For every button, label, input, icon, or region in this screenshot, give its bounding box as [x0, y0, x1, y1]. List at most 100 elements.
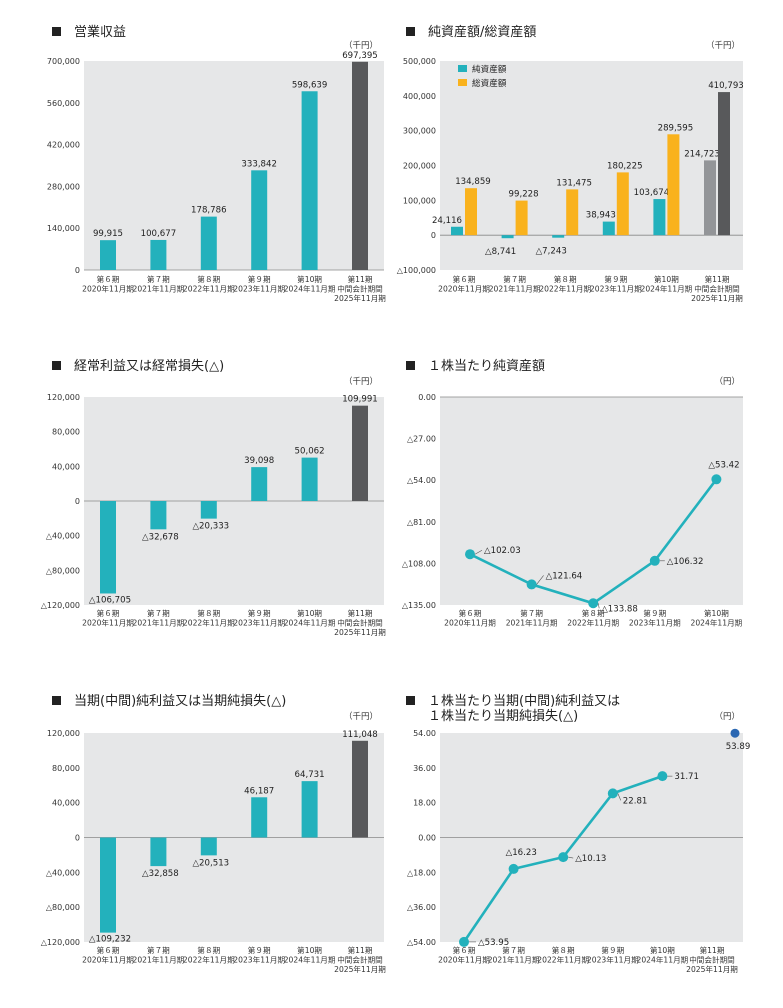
x-tick-label: 2022年11月期: [183, 618, 235, 628]
data-point: [508, 863, 519, 874]
data-label: 50,062: [295, 447, 325, 457]
y-tick-label: △18.00: [407, 868, 436, 877]
x-tick-label: 2025年11月期: [334, 964, 386, 974]
x-tick-label: 第11期: [348, 274, 373, 284]
bar: [251, 170, 268, 270]
data-label: △53.42: [708, 460, 739, 470]
x-tick-label: 2024年11月期: [284, 618, 336, 628]
x-tick-label: 第10期: [654, 274, 679, 284]
bar: [200, 216, 217, 270]
data-label: 131,475: [556, 178, 592, 188]
data-label: 103,674: [634, 188, 670, 198]
bar: [352, 740, 368, 838]
y-tick-label: 80,000: [52, 428, 80, 437]
data-label: 38,943: [586, 211, 616, 221]
bar: [352, 405, 368, 501]
legend-label: 総資産額: [472, 77, 507, 89]
data-label: 39,098: [244, 456, 274, 466]
x-tick-label: 第10期: [297, 945, 322, 955]
title-square-icon: [52, 361, 61, 370]
chart-assets: 純資産額/総資産額 （千円） △100,000 0 100,000 200,000 300,…: [397, 24, 744, 303]
x-tick-label: 2025年11月期: [334, 293, 386, 303]
x-tick-label: 中間会計期間: [337, 955, 383, 965]
bar: [251, 797, 268, 838]
data-label: △7,243: [536, 247, 567, 257]
bar: [566, 189, 579, 236]
data-label: △102.03: [484, 546, 521, 556]
x-tick-label: 第10期: [297, 608, 322, 618]
data-label: 22.81: [623, 796, 648, 806]
interim-label: 53.89: [726, 742, 751, 752]
y-tick-label: 120,000: [47, 729, 80, 738]
unit-label: （円）: [714, 376, 740, 387]
chart-title: 当期(中間)純利益又は当期純損失(△): [74, 694, 286, 709]
x-tick-label: 第11期: [348, 945, 373, 955]
unit-label: （円）: [714, 711, 740, 722]
y-tick-label: △54.00: [407, 476, 436, 485]
chart-bps: １株当たり純資産額 （円） △135.00 △108.00 △81.00 △54.00 △2…: [402, 358, 743, 628]
data-label: 46,187: [244, 786, 274, 796]
bar: [501, 235, 514, 239]
x-tick-label: 第７期: [503, 274, 526, 284]
x-tick-label: 2021年11月期: [506, 618, 558, 628]
data-point: [649, 555, 660, 566]
x-tick-label: 第８期: [582, 608, 605, 618]
unit-label: （千円）: [344, 40, 378, 51]
data-point: [607, 788, 618, 799]
x-tick-label: 2020年11月期: [82, 955, 134, 965]
data-label: △32,678: [142, 532, 179, 542]
bar: [100, 501, 116, 594]
leader-line: [536, 575, 544, 585]
bar: [100, 240, 116, 270]
x-tick-label: 第８期: [197, 608, 220, 618]
bar: [718, 92, 730, 236]
legend-swatch: [458, 65, 467, 72]
x-tick-label: 2022年11月期: [183, 955, 235, 965]
x-tick-label: 第９期: [248, 274, 271, 284]
unit-label: （千円）: [344, 376, 378, 387]
x-tick-label: 2020年11月期: [82, 618, 134, 628]
x-tick-label: 2024年11月期: [641, 284, 693, 294]
legend-swatch: [458, 79, 467, 86]
x-tick-label: 2024年11月期: [284, 284, 336, 294]
data-label: △10.13: [575, 854, 606, 864]
data-point: [465, 549, 475, 560]
title-square-icon: [52, 27, 61, 36]
x-tick-label: 中間会計期間: [689, 955, 735, 965]
y-tick-label: 0: [75, 834, 80, 843]
plot-area: [84, 61, 384, 270]
data-label: △32,858: [142, 869, 179, 879]
y-tick-label: △80,000: [46, 566, 80, 575]
x-tick-label: 2023年11月期: [587, 955, 639, 965]
y-tick-label: △27.00: [407, 435, 436, 444]
y-tick-label: △81.00: [407, 518, 436, 527]
x-tick-label: 第10期: [704, 608, 729, 618]
bar: [465, 188, 477, 236]
x-tick-label: 第６期: [97, 274, 120, 284]
x-tick-label: 2022年11月期: [539, 284, 591, 294]
legend-label: 純資産額: [472, 63, 507, 75]
x-tick-label: 第８期: [197, 274, 220, 284]
x-tick-label: 第６期: [97, 608, 120, 618]
data-point: [459, 936, 469, 947]
bar: [515, 200, 528, 236]
data-label: △53.95: [478, 938, 509, 948]
bar: [602, 221, 615, 236]
data-label: △106.32: [667, 557, 704, 567]
x-tick-label: 中間会計期間: [694, 284, 740, 294]
data-label: △20,333: [192, 522, 229, 532]
x-tick-label: 2025年11月期: [686, 964, 738, 974]
chart-netincome: 当期(中間)純利益又は当期純損失(△) （千円） △120,000 △80,000 △4…: [41, 694, 387, 974]
data-label: 289,595: [658, 123, 694, 133]
x-tick-label: 第６期: [453, 274, 476, 284]
y-tick-label: △40,000: [46, 532, 80, 541]
y-tick-label: 80,000: [52, 764, 80, 773]
bar: [616, 172, 629, 236]
plot-area: [440, 397, 743, 605]
y-tick-label: △100,000: [397, 266, 436, 275]
x-tick-label: 2024年11月期: [691, 618, 743, 628]
x-tick-label: 第９期: [248, 945, 271, 955]
y-tick-label: 300,000: [403, 127, 436, 136]
leader-line: [597, 603, 600, 609]
